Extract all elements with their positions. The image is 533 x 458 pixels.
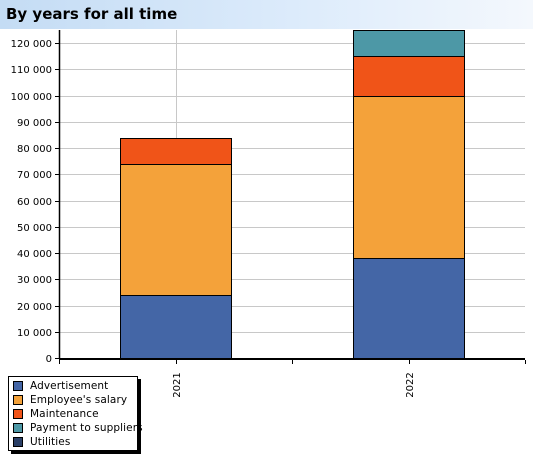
legend-item: Payment to suppliers bbox=[13, 421, 143, 435]
legend-swatch bbox=[13, 381, 23, 391]
y-tick-label: 30 000 bbox=[17, 275, 52, 286]
chart-header: By years for all time bbox=[0, 0, 533, 29]
legend-item: Advertisement bbox=[13, 379, 137, 393]
y-tick-label: 50 000 bbox=[17, 223, 52, 234]
chart-title: By years for all time bbox=[6, 5, 178, 23]
x-tick-label: 2021 bbox=[172, 372, 183, 397]
y-tick-label: 100 000 bbox=[11, 92, 52, 103]
legend-swatch bbox=[13, 409, 23, 419]
bar-segment bbox=[353, 96, 465, 259]
y-tick-label: 40 000 bbox=[17, 249, 52, 260]
legend-swatch bbox=[13, 423, 23, 433]
x-tick-label: 2022 bbox=[405, 372, 416, 397]
bar-segment bbox=[353, 258, 465, 359]
legend-label: Utilities bbox=[30, 436, 71, 448]
y-tick-label: 90 000 bbox=[17, 118, 52, 129]
legend-swatch bbox=[13, 437, 23, 447]
legend-swatch bbox=[13, 395, 23, 405]
bar-segment bbox=[353, 30, 465, 57]
legend-label: Payment to suppliers bbox=[30, 422, 143, 434]
y-tick-label: 0 bbox=[46, 354, 52, 365]
y-tick-label: 80 000 bbox=[17, 144, 52, 155]
bar-segment bbox=[120, 138, 232, 165]
bar-segment bbox=[353, 56, 465, 97]
y-tick-label: 10 000 bbox=[17, 328, 52, 339]
legend-label: Employee's salary bbox=[30, 394, 128, 406]
legend-item: Employee's salary bbox=[13, 393, 137, 407]
bar-segment bbox=[120, 295, 232, 359]
y-tick-label: 20 000 bbox=[17, 302, 52, 313]
legend-label: Maintenance bbox=[30, 408, 99, 420]
y-tick-label: 110 000 bbox=[11, 65, 52, 76]
legend-item: Utilities bbox=[13, 435, 137, 449]
y-tick-label: 70 000 bbox=[17, 170, 52, 181]
y-tick-label: 60 000 bbox=[17, 197, 52, 208]
legend-item: Maintenance bbox=[13, 407, 137, 421]
legend-label: Advertisement bbox=[30, 380, 109, 392]
y-tick-label: 120 000 bbox=[11, 39, 52, 50]
bar-segment bbox=[120, 164, 232, 296]
chart-legend: Advertisement Employee's salary Maintenanc… bbox=[8, 376, 143, 451]
